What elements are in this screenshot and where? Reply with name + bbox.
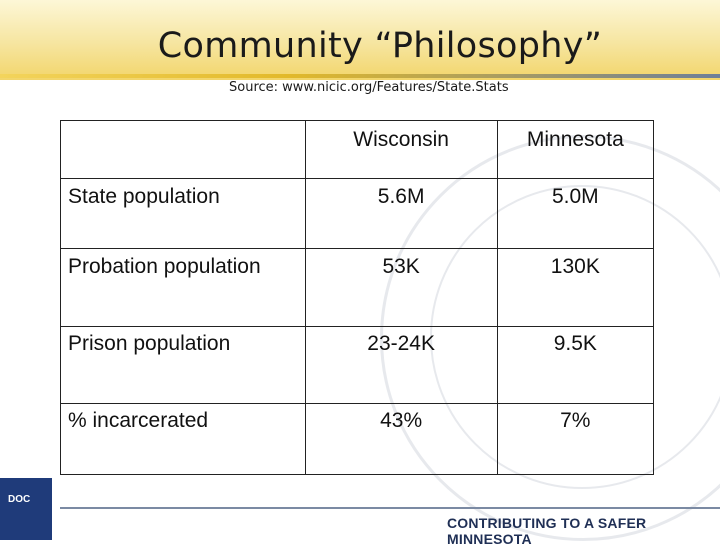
- source-note: Source: www.nicic.org/Features/State.Sta…: [229, 80, 509, 95]
- wisconsin-value: 5.6M: [304, 178, 498, 249]
- footer-tagline: CONTRIBUTING TO A SAFER MINNESOTA: [447, 515, 647, 547]
- header-minnesota: Minnesota: [496, 120, 655, 179]
- table-header-row: Wisconsin Minnesota: [60, 120, 655, 179]
- row-label: Probation population: [60, 248, 306, 327]
- wisconsin-value: 43%: [304, 403, 498, 475]
- slide-title: Community “Philosophy”: [157, 26, 603, 66]
- table-row: % incarcerated 43% 7%: [60, 403, 655, 475]
- header-empty-cell: [60, 120, 306, 179]
- wisconsin-value: 53K: [304, 248, 498, 327]
- row-label: Prison population: [60, 326, 306, 404]
- title-band: [0, 0, 720, 80]
- table-row: Prison population 23-24K 9.5K: [60, 326, 655, 404]
- row-label: State population: [60, 178, 306, 249]
- header-wisconsin: Wisconsin: [304, 120, 498, 179]
- wisconsin-value: 23-24K: [304, 326, 498, 404]
- population-table: Wisconsin Minnesota State population 5.6…: [60, 120, 655, 475]
- row-label: % incarcerated: [60, 403, 306, 475]
- doc-logo: [0, 478, 52, 540]
- minnesota-value: 5.0M: [496, 178, 655, 249]
- footer-divider: [60, 507, 720, 509]
- table-row: Probation population 53K 130K: [60, 248, 655, 327]
- minnesota-value: 9.5K: [496, 326, 655, 404]
- minnesota-value: 7%: [496, 403, 655, 475]
- minnesota-value: 130K: [496, 248, 655, 327]
- table-row: State population 5.6M 5.0M: [60, 178, 655, 249]
- doc-logo-text: DOC: [8, 494, 31, 505]
- title-divider: [0, 74, 720, 78]
